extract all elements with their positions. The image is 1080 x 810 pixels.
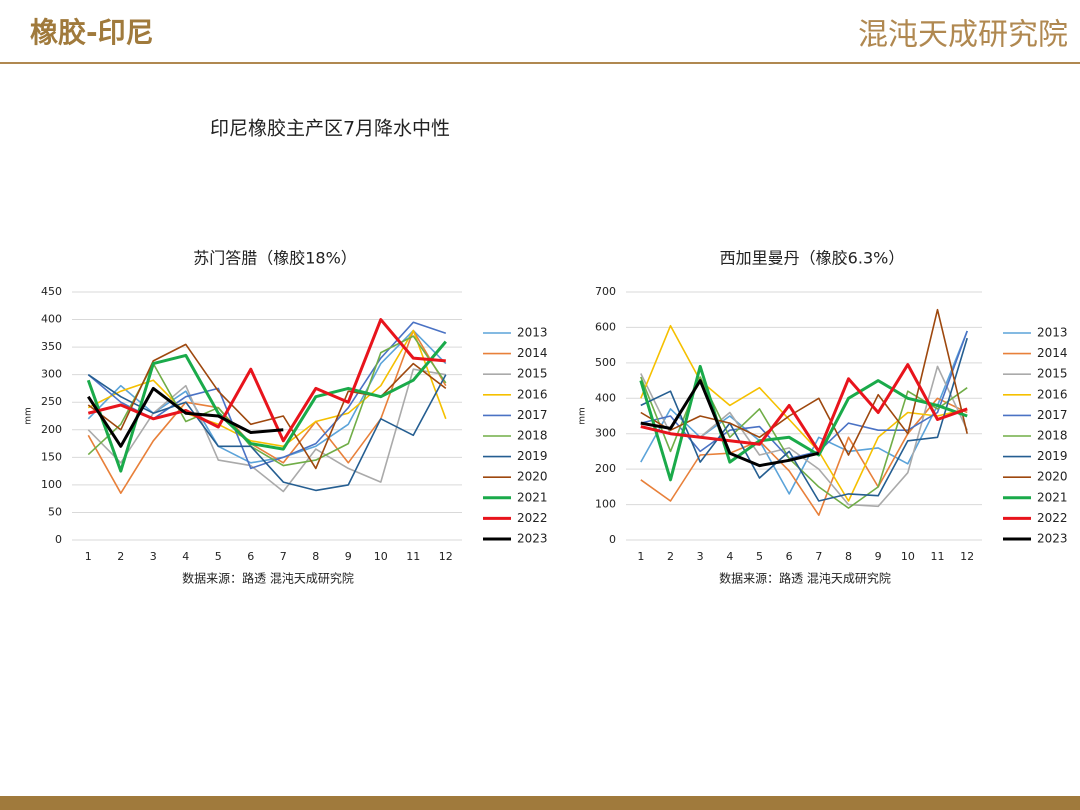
x-tick-label: 7 <box>280 550 287 563</box>
legend-label: 2015 <box>517 367 548 381</box>
logo: 混沌天成研究院 <box>858 18 1068 53</box>
x-tick-label: 10 <box>901 550 915 563</box>
x-tick-label: 3 <box>150 550 157 563</box>
x-tick-label: 10 <box>374 550 388 563</box>
x-tick-label: 11 <box>931 550 945 563</box>
y-axis-label: mm <box>24 407 34 425</box>
legend-label: 2020 <box>1037 470 1068 484</box>
x-tick-label: 4 <box>182 550 189 563</box>
y-tick-label: 400 <box>41 313 62 326</box>
x-tick-label: 5 <box>215 550 222 563</box>
legend-label: 2013 <box>1037 326 1068 340</box>
series-line <box>639 364 968 482</box>
x-tick-label: 9 <box>345 550 352 563</box>
legend-label: 2019 <box>1037 449 1068 463</box>
y-tick-label: 100 <box>595 498 616 511</box>
x-tick-label: 1 <box>85 550 92 563</box>
series-line <box>87 329 447 494</box>
x-tick-label: 1 <box>637 550 644 563</box>
source-note: 数据来源：路透 混沌天成研究院 <box>719 571 891 586</box>
chart-title: 苏门答腊（橡胶18%） <box>193 249 357 268</box>
x-tick-label: 6 <box>247 550 254 563</box>
legend-label: 2023 <box>517 532 548 546</box>
y-tick-label: 200 <box>595 462 616 475</box>
series-line <box>87 329 447 464</box>
legend-label: 2017 <box>1037 408 1068 422</box>
x-tick-label: 3 <box>697 550 704 563</box>
series-line <box>87 318 446 443</box>
legend-label: 2022 <box>517 511 548 525</box>
y-tick-label: 350 <box>41 340 62 353</box>
series-line <box>640 337 968 502</box>
footer-bar <box>0 796 1080 810</box>
series-line <box>640 363 968 453</box>
series-line <box>87 368 446 493</box>
legend-label: 2018 <box>517 429 548 443</box>
y-tick-label: 100 <box>41 478 62 491</box>
header-title: 橡胶-印尼 <box>30 16 154 49</box>
y-tick-label: 0 <box>609 533 616 546</box>
series-line <box>86 340 447 473</box>
legend-label: 2016 <box>1037 387 1068 401</box>
y-tick-label: 300 <box>41 368 62 381</box>
x-tick-label: 6 <box>786 550 793 563</box>
x-tick-label: 8 <box>312 550 319 563</box>
source-note: 数据来源：路透 混沌天成研究院 <box>182 571 354 586</box>
x-tick-label: 2 <box>667 550 674 563</box>
y-tick-label: 0 <box>55 533 62 546</box>
x-tick-label: 12 <box>960 550 974 563</box>
y-tick-label: 300 <box>595 427 616 440</box>
legend-label: 2017 <box>517 408 548 422</box>
legend-label: 2021 <box>1037 490 1068 504</box>
y-tick-label: 600 <box>595 320 616 333</box>
legend-label: 2013 <box>517 326 548 340</box>
legend-label: 2023 <box>1037 532 1068 546</box>
series-line <box>87 374 447 492</box>
x-tick-label: 11 <box>406 550 420 563</box>
chart-title: 西加里曼丹（橡胶6.3%） <box>720 249 905 268</box>
series-line <box>87 343 447 470</box>
y-tick-label: 150 <box>41 450 62 463</box>
legend-label: 2018 <box>1037 429 1068 443</box>
y-axis-label: mm <box>578 407 588 425</box>
x-tick-label: 2 <box>117 550 124 563</box>
y-tick-label: 50 <box>48 505 62 518</box>
legend-label: 2014 <box>517 346 548 360</box>
legend-label: 2022 <box>1037 511 1068 525</box>
x-tick-label: 12 <box>439 550 453 563</box>
series-line <box>640 379 820 468</box>
series-line <box>640 330 968 460</box>
x-tick-label: 5 <box>756 550 763 563</box>
legend-label: 2019 <box>517 449 548 463</box>
legend-label: 2020 <box>517 470 548 484</box>
y-tick-label: 450 <box>41 285 62 298</box>
x-tick-label: 9 <box>875 550 882 563</box>
legend-label: 2015 <box>1037 367 1068 381</box>
series-line <box>640 308 968 456</box>
x-tick-label: 7 <box>815 550 822 563</box>
y-tick-label: 500 <box>595 356 616 369</box>
legend-label: 2016 <box>517 387 548 401</box>
y-tick-label: 200 <box>41 423 62 436</box>
y-tick-label: 250 <box>41 395 62 408</box>
series-line <box>87 386 284 448</box>
legend-label: 2021 <box>517 490 548 504</box>
x-tick-label: 8 <box>845 550 852 563</box>
y-tick-label: 700 <box>595 285 616 298</box>
x-tick-label: 4 <box>726 550 733 563</box>
main-title: 印尼橡胶主产区7月降水中性 <box>210 118 450 140</box>
legend-label: 2014 <box>1037 346 1068 360</box>
y-tick-label: 400 <box>595 391 616 404</box>
